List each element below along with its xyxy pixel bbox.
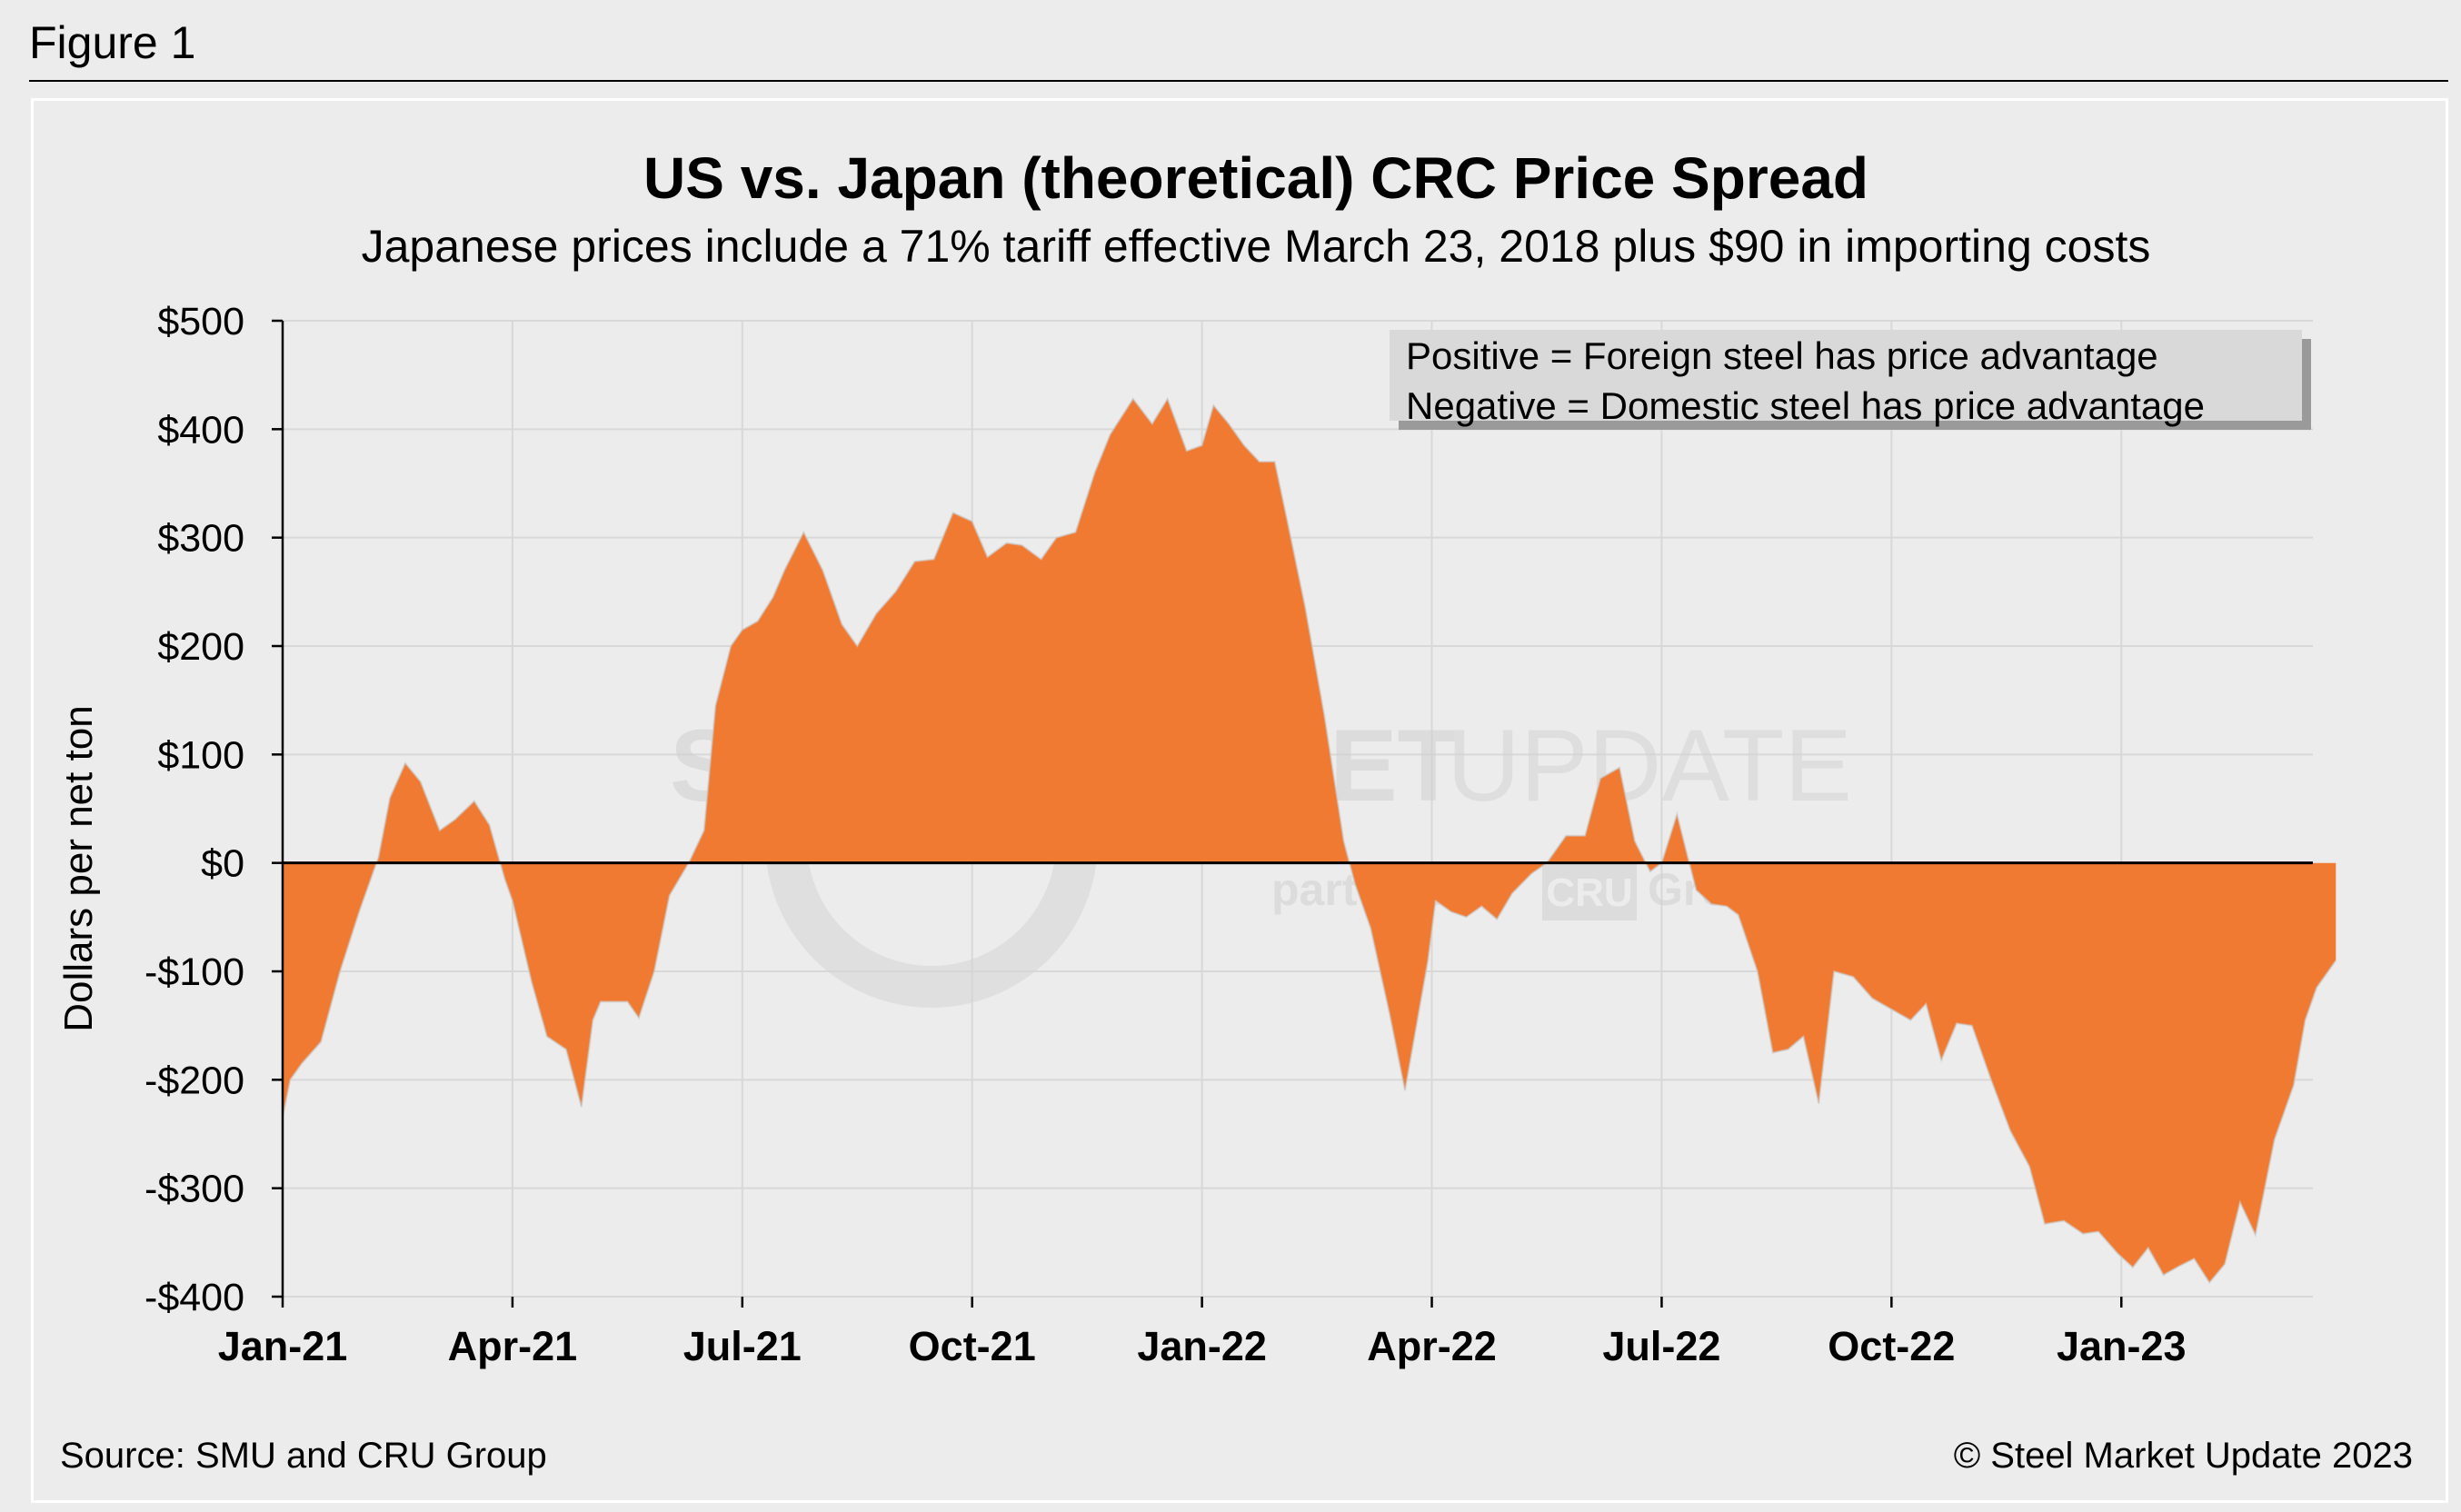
chart-panel: STEEL MARKET UPDATE part of the CRU Grou… — [31, 98, 2448, 1503]
x-tick-label: Jan-21 — [218, 1323, 348, 1369]
y-tick-label: $400 — [157, 408, 244, 452]
x-tick-label: Apr-21 — [448, 1323, 578, 1369]
axis-layer: $500 $400 $300 $200 $100 $0 -$100 -$200 -$300 -$4… — [144, 300, 2313, 1369]
legend-box-background — [1390, 330, 2302, 421]
y-axis-label: Dollars per net ton — [56, 705, 101, 1032]
y-tick-label: -$300 — [144, 1168, 244, 1211]
watermark-brand-light: UPDATE — [1447, 709, 1852, 822]
x-tick-label: Oct-22 — [1828, 1323, 1955, 1369]
x-tick-label: Jan-23 — [2057, 1323, 2187, 1369]
y-tick-label: $200 — [157, 625, 244, 669]
x-tick-label: Jul-22 — [1602, 1323, 1720, 1369]
y-tick-label: -$400 — [144, 1276, 244, 1319]
copyright-note: © Steel Market Update 2023 — [1953, 1436, 2413, 1476]
y-tick-label: $0 — [201, 842, 244, 886]
spread-area — [283, 398, 2336, 1283]
legend-line-negative: Negative = Domestic steel has price adva… — [1406, 384, 2205, 427]
x-tick-label: Oct-21 — [909, 1323, 1036, 1369]
header-rule — [29, 80, 2448, 82]
x-tick-label: Jul-21 — [683, 1323, 802, 1369]
spread-area-outline — [282, 396, 2337, 1285]
x-tick-label: Apr-22 — [1367, 1323, 1497, 1369]
watermark-cru-logo — [1542, 862, 1637, 920]
legend-line-positive: Positive = Foreign steel has price advan… — [1406, 334, 2158, 377]
y-tick-label: $300 — [157, 517, 244, 561]
y-tick-label: $500 — [157, 300, 244, 343]
y-tick-label: -$100 — [144, 950, 244, 994]
y-tick-label: -$200 — [144, 1059, 244, 1102]
legend-box: Positive = Foreign steel has price advan… — [1390, 330, 2311, 430]
chart: STEEL MARKET UPDATE part of the CRU Grou… — [56, 145, 2337, 1369]
watermark-cru-logo-text: CRU — [1546, 870, 1632, 915]
x-tick-label: Jan-22 — [1137, 1323, 1267, 1369]
figure-label: Figure 1 — [29, 17, 196, 68]
chart-subtitle: Japanese prices include a 71% tariff eff… — [362, 221, 2151, 272]
chart-title: US vs. Japan (theoretical) CRC Price Spr… — [643, 145, 1868, 211]
y-tick-label: $100 — [157, 733, 244, 777]
source-note: Source: SMU and CRU Group — [60, 1436, 547, 1476]
